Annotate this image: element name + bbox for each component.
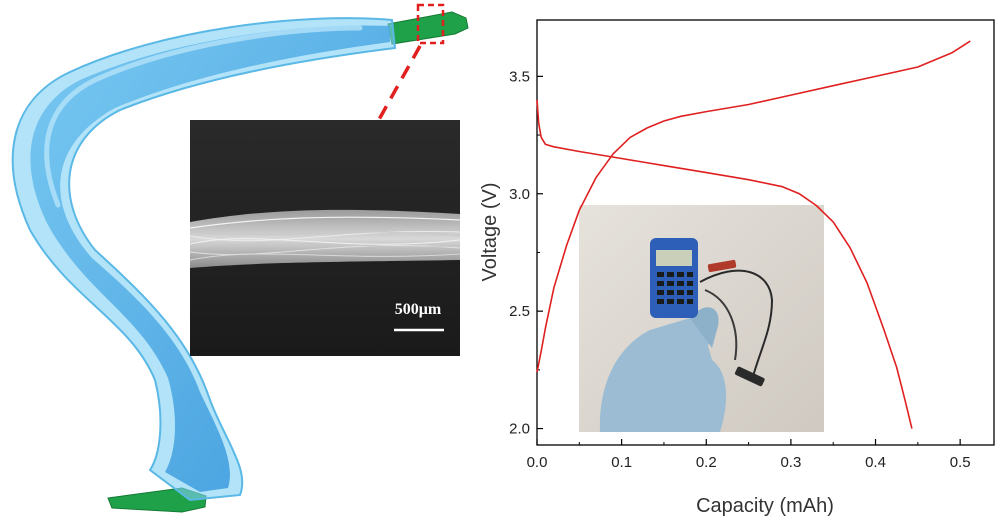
charge-curve: [536, 40, 971, 373]
photo-alligator-clip-1: [707, 259, 737, 273]
y-axis-label: Voltage (V): [479, 183, 501, 282]
axis-ticks: 0.0 0.1 0.2 0.3 0.4 0.5 2.0 2.5 3.0 3.5: [509, 68, 970, 471]
sem-inset: 500μm: [189, 120, 461, 356]
photo-cable: [699, 269, 774, 381]
photo-calculator-keys: [657, 272, 693, 304]
photo-alligator-clip-2: [734, 366, 765, 387]
y-tick-label: 3.5: [509, 68, 530, 85]
fiber-battery-illustration: 500μm: [11, 3, 469, 513]
sem-scale-bar-label: 500μm: [395, 301, 442, 318]
electrode-tab-top: [387, 11, 469, 45]
fiber-highlight: [44, 25, 363, 208]
photo-glove-hand: [599, 318, 727, 432]
x-tick-label: 0.3: [780, 454, 801, 471]
device-photo-inset: [579, 205, 824, 432]
callout-box: [416, 3, 445, 45]
y-tick-label: 3.0: [509, 186, 530, 203]
plot-frame: [536, 19, 995, 446]
x-axis-label: Capacity (mAh): [696, 495, 834, 517]
photo-calculator-screen: [656, 250, 692, 266]
sem-twisted-fiber: [189, 209, 461, 268]
discharge-curve: [536, 99, 913, 429]
y-tick-label: 2.5: [509, 303, 530, 320]
photo-glove-thumb: [690, 307, 719, 348]
x-tick-label: 0.5: [950, 454, 971, 471]
x-tick-label: 0.1: [611, 454, 632, 471]
x-tick-label: 0.0: [527, 454, 548, 471]
voltage-capacity-chart: 0.0 0.1 0.2 0.3 0.4 0.5 2.0 2.5 3.0 3.5 Capacity …: [479, 19, 995, 517]
series-layer: [536, 40, 971, 429]
x-tick-label: 0.4: [865, 454, 886, 471]
photo-cable-2: [704, 289, 738, 361]
y-tick-label: 2.0: [509, 421, 530, 438]
x-tick-label: 0.2: [696, 454, 717, 471]
